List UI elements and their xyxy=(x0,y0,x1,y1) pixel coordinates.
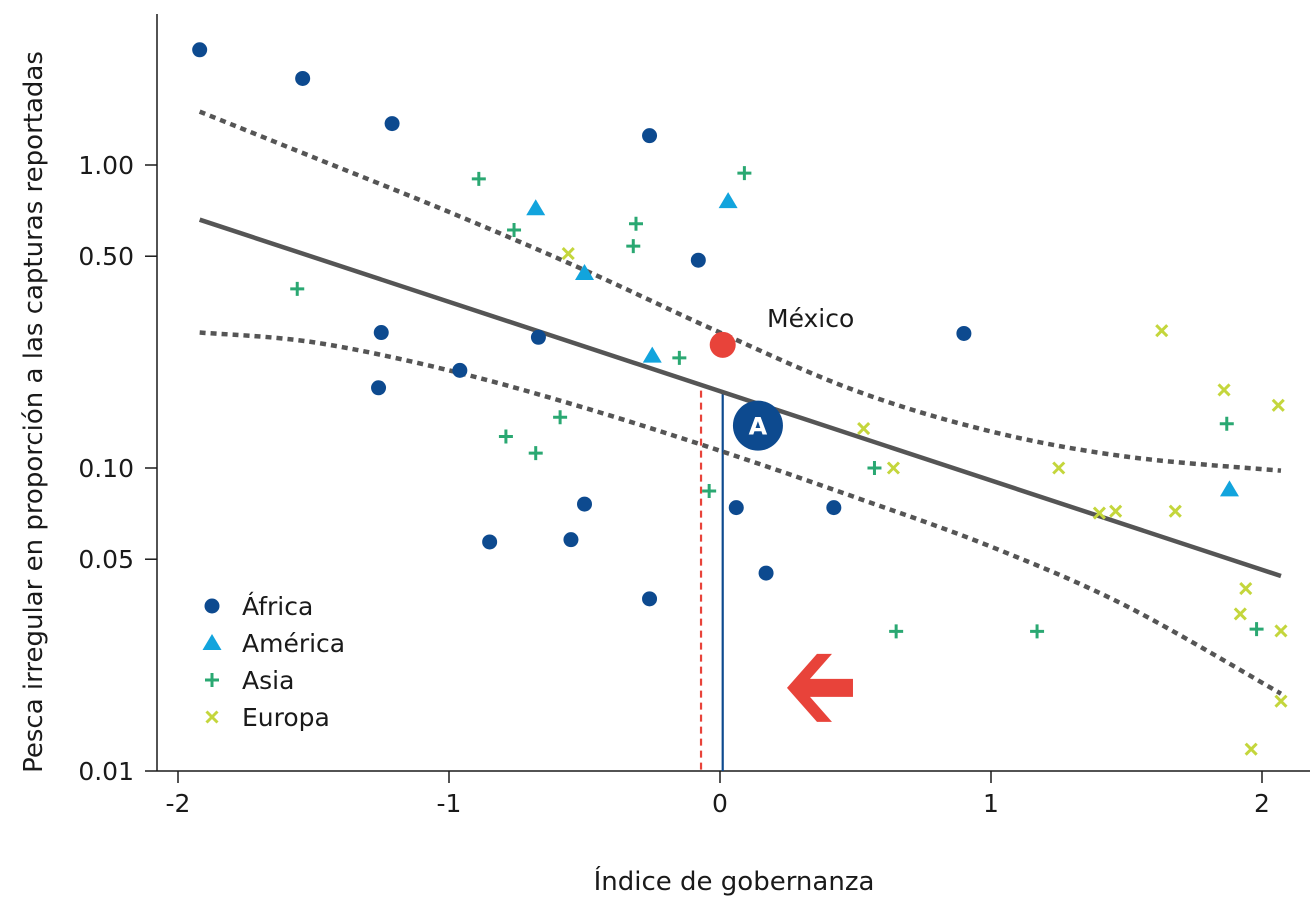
x-ticks: -2 -1 0 1 2 xyxy=(166,771,1270,818)
data-point-asia xyxy=(471,171,486,186)
data-point-africa xyxy=(295,70,311,86)
data-point-africa xyxy=(577,496,592,512)
x-tick-label: 0 xyxy=(712,789,728,818)
data-point-europa xyxy=(1244,742,1258,756)
y-tick-label: 0.50 xyxy=(78,242,134,271)
data-point-africa xyxy=(690,252,706,268)
reference-lines xyxy=(699,390,724,771)
data-point-europa xyxy=(1092,506,1106,520)
data-point-africa xyxy=(452,362,468,378)
mexico-label: México xyxy=(767,304,854,333)
data-point-asia xyxy=(498,429,513,444)
legend-label: África xyxy=(242,592,313,621)
confidence-band xyxy=(198,109,1283,696)
data-point-asia xyxy=(553,410,568,425)
data-point-asia xyxy=(290,281,305,296)
confidence-lower-curve xyxy=(199,330,1283,696)
data-point-africa xyxy=(192,42,208,58)
data-point-asia xyxy=(628,216,643,231)
data-point-europa xyxy=(1271,398,1285,412)
data-point-asia xyxy=(889,624,904,639)
data-point-america xyxy=(575,264,594,281)
data-point-europa xyxy=(1052,461,1066,475)
data-point-europa xyxy=(1274,624,1288,638)
legend-marker xyxy=(205,673,219,687)
y-ticks: 1.00 0.50 0.10 0.05 0.01 xyxy=(78,151,157,786)
x-tick-label: 1 xyxy=(983,789,999,818)
legend-label: Asia xyxy=(242,666,294,695)
data-point-europa xyxy=(1233,607,1247,621)
data-point-europa xyxy=(1239,582,1253,596)
data-point-africa xyxy=(826,500,842,516)
data-point-asia xyxy=(702,483,717,498)
data-point-europa xyxy=(561,247,575,261)
data-point-africa xyxy=(563,532,579,548)
data-point-asia xyxy=(867,461,882,475)
badge-a-label: A xyxy=(749,413,768,441)
data-point-europa xyxy=(1168,504,1182,518)
left-arrow-icon xyxy=(786,653,853,722)
data-point-africa xyxy=(373,325,389,341)
data-point-asia xyxy=(1219,416,1234,431)
data-point-europa xyxy=(857,421,871,436)
y-tick-label: 0.05 xyxy=(78,545,134,574)
data-point-europa xyxy=(1109,504,1123,518)
y-axis-title: Pesca irregular en proporción a las capt… xyxy=(19,51,49,773)
y-tick-label: 0.10 xyxy=(78,454,134,483)
data-point-america xyxy=(718,192,738,209)
x-tick-label: -2 xyxy=(166,789,191,818)
data-point-asia xyxy=(507,223,522,238)
data-point-africa xyxy=(482,534,498,550)
data-point-africa xyxy=(758,565,774,581)
data-point-africa xyxy=(642,591,658,607)
data-point-asia xyxy=(626,239,641,254)
y-tick-label: 1.00 xyxy=(78,151,134,180)
x-tick-label: 2 xyxy=(1254,789,1270,818)
fit-line-group xyxy=(198,217,1282,579)
legend-label: Europa xyxy=(242,703,330,732)
data-point-africa xyxy=(642,128,658,144)
data-point-europa xyxy=(1274,694,1288,708)
data-point-africa xyxy=(530,329,546,345)
mexico-point xyxy=(709,331,736,358)
badge-a-circle xyxy=(732,400,783,451)
data-point-europa xyxy=(1217,383,1231,397)
data-point-asia xyxy=(737,166,752,181)
y-tick-label: 0.01 xyxy=(78,757,134,786)
data-point-africa xyxy=(956,325,972,341)
data-points xyxy=(192,42,1288,756)
fit-line xyxy=(198,217,1282,579)
data-point-africa xyxy=(371,380,387,396)
data-point-america xyxy=(642,346,662,363)
data-point-asia xyxy=(672,350,687,365)
data-point-america xyxy=(1219,480,1239,497)
x-tick-label: -1 xyxy=(437,789,462,818)
data-point-europa xyxy=(1155,324,1169,338)
data-point-africa xyxy=(384,116,400,132)
annotations: México A xyxy=(732,304,854,722)
data-point-asia xyxy=(528,446,543,461)
legend-label: América xyxy=(242,629,345,658)
x-axis-title: Índice de gobernanza xyxy=(594,865,875,897)
legend-marker xyxy=(202,634,222,650)
legend: África América Asia Europa xyxy=(202,592,345,732)
legend-marker xyxy=(205,710,219,724)
data-point-africa xyxy=(728,500,744,516)
data-point-asia xyxy=(1249,622,1264,637)
data-point-asia xyxy=(1030,624,1045,639)
legend-marker xyxy=(204,598,220,614)
data-point-europa xyxy=(886,461,901,475)
data-point-america xyxy=(526,199,546,216)
